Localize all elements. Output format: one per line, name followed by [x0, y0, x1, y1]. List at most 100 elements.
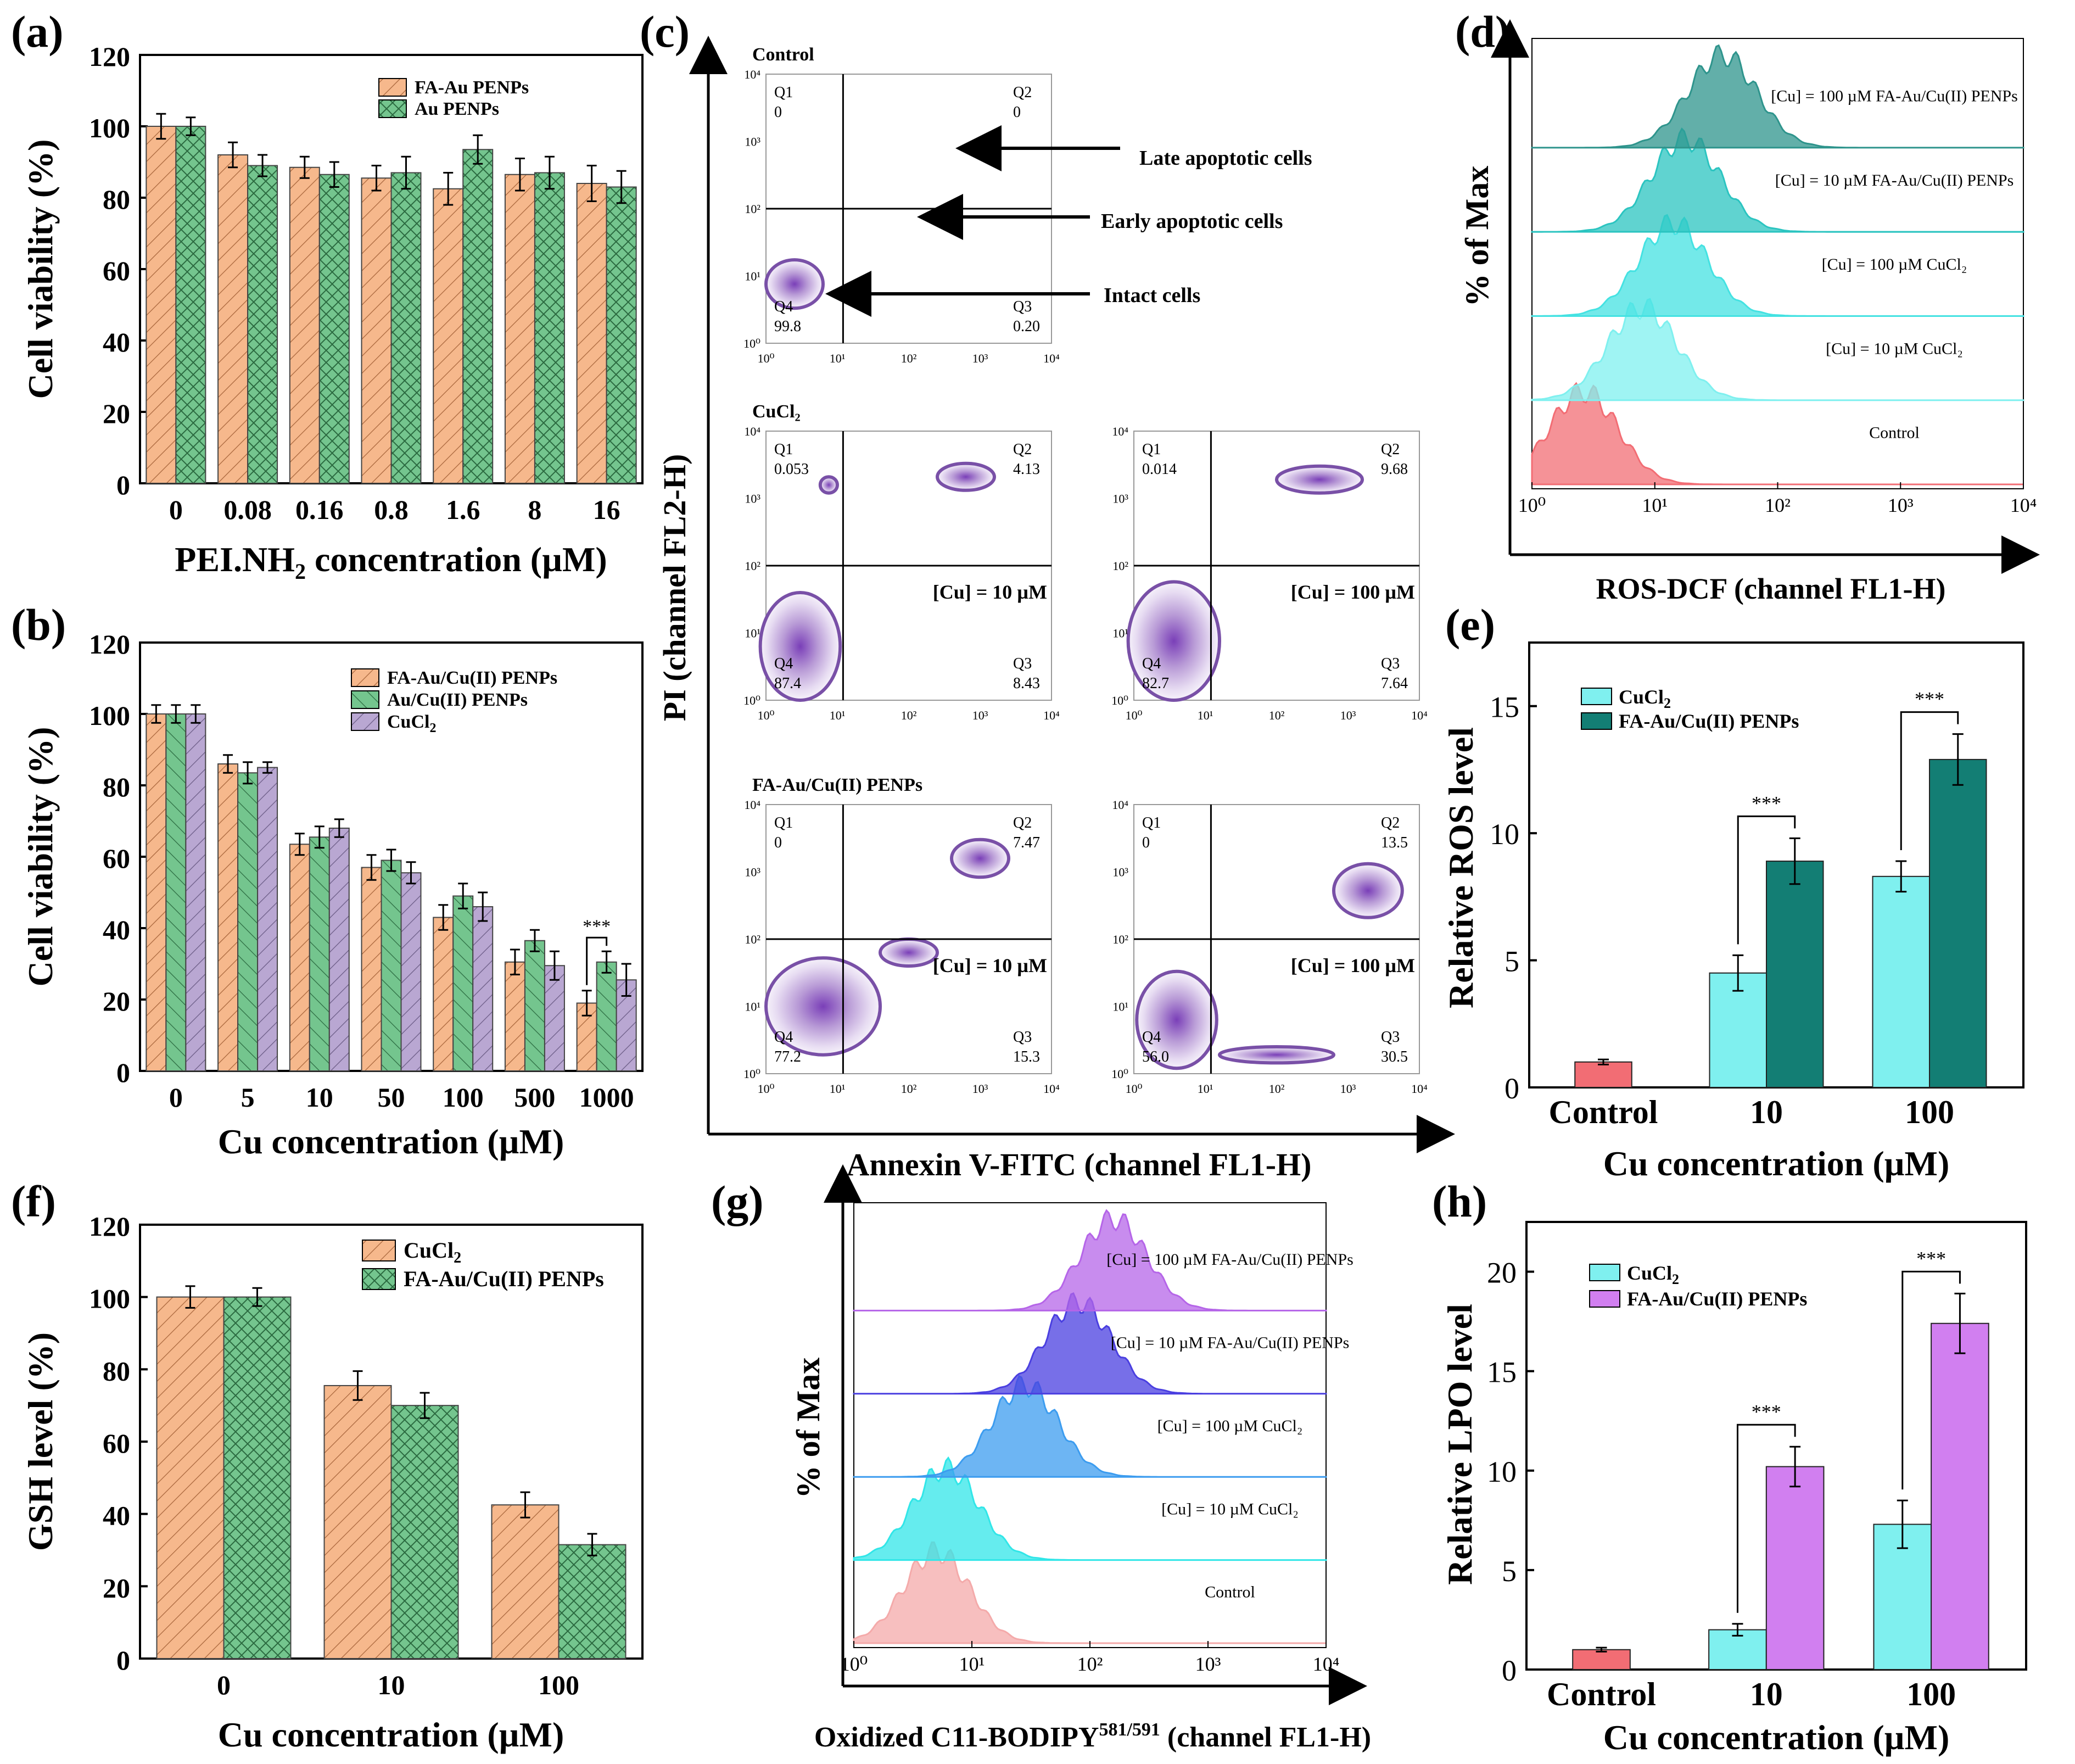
fc-q2-value: 13.5 [1381, 834, 1408, 851]
fc-y-tick: 10⁴ [744, 68, 760, 81]
y-tick-label: 20 [1487, 1257, 1517, 1289]
y-tick-label: 20 [103, 986, 130, 1017]
panel-c-xlabel: Annexin V-FITC (channel FL1-H) [847, 1147, 1312, 1182]
fc-q4-value: 87.4 [774, 675, 801, 692]
bar-cucl2-100 [491, 1504, 560, 1659]
fc-density-contour [1218, 1045, 1335, 1065]
legend-label-fa-penps-e: FA-Au/Cu(II) PENPs [1619, 710, 1799, 732]
fc-q4-label: Q4 [1142, 1029, 1161, 1046]
trace-label: [Cu] = 10 µM CuCl₂ [1161, 1500, 1299, 1518]
fc-q1-label: Q1 [774, 441, 793, 458]
y-tick-label: 10 [1487, 1455, 1517, 1488]
fc-y-tick: 10⁰ [1111, 694, 1128, 707]
fc-density-contour [1275, 464, 1364, 495]
panel-e-xlabel: Cu concentration (µM) [1603, 1144, 1950, 1183]
bar-au-penps-0-8 [390, 172, 422, 484]
x-tick-label: Control [1547, 1676, 1656, 1712]
x-tick-label: 1000 [579, 1082, 634, 1113]
fc-x-tick: 10⁴ [1411, 1082, 1428, 1096]
fc-x-tick: 10¹ [1198, 1082, 1213, 1096]
fc-density-contour [1126, 580, 1222, 702]
significance-bracket [1901, 1270, 1961, 1490]
bar-control [1574, 1061, 1632, 1088]
panel-g-lpo-histogram: (g) Control [Cu] = 10 µM CuCl₂ [Cu] = 100 … [711, 1164, 1371, 1753]
bar-fa-au-penps-0-08 [217, 154, 249, 484]
panel-f-y-ticks: 0 20 40 60 80 100 120 [89, 1211, 148, 1676]
legend-swatch-au-cu-penps [351, 690, 379, 709]
x-tick-label: 10² [1765, 494, 1791, 516]
legend-label-fa-au-cu-penps-f: FA-Au/Cu(II) PENPs [404, 1266, 604, 1291]
panel-e-bars: *** *** [1574, 688, 1987, 1088]
bar-au-cu-ii-penps-500 [524, 940, 545, 1071]
fc-density-contour [818, 475, 840, 495]
fc-y-tick: 10¹ [1112, 627, 1128, 640]
panel-b-cell-viability-chart: (b) 0 20 40 60 80 100 120 *** 0 5 10 50 100 500 1000… [11, 600, 644, 1161]
panel-f-xlabel: Cu concentration (µM) [218, 1715, 564, 1754]
fc-y-tick: 10³ [745, 135, 760, 149]
panel-b-x-ticks: 0 5 10 50 100 500 1000 [169, 1082, 634, 1113]
fc-q1-value: 0 [774, 834, 782, 851]
fc-x-tick: 10⁴ [1043, 1082, 1060, 1096]
fc-plot-4: Q1 0 Q2 7.47 Q3 15.3 Q4 77.2 [Cu] = 10 µM FA-Au/C… [743, 775, 1060, 1096]
panel-e-legend: CuCl2 FA-Au/Cu(II) PENPs [1581, 686, 1799, 732]
x-tick-label: 100 [1906, 1676, 1956, 1712]
panel-b-y-ticks: 0 20 40 60 80 100 120 [89, 629, 148, 1088]
fc-q3-value: 7.64 [1381, 675, 1408, 692]
fc-x-tick: 10² [901, 351, 917, 365]
panel-e-letter: (e) [1445, 600, 1495, 650]
fc-x-tick: 10³ [972, 1082, 988, 1096]
fc-q3-label: Q3 [1013, 1029, 1032, 1046]
fc-q4-label: Q4 [1142, 655, 1161, 672]
bar-fa-au-cu-ii-penps-10 [390, 1405, 459, 1660]
fc-q2-value: 0 [1013, 104, 1021, 121]
annotation-intact-cells: Intact cells [1104, 284, 1200, 307]
legend-swatch-fa-au-cu-penps-f [362, 1268, 396, 1290]
legend-swatch-cucl2-f [362, 1240, 396, 1261]
fc-y-tick: 10⁰ [1111, 1067, 1128, 1081]
legend-label-fa-au-penps: FA-Au PENPs [415, 77, 529, 98]
trace-label: [Cu] = 10 µM FA-Au/Cu(II) PENPs [1775, 171, 2014, 189]
y-tick-label: 40 [103, 327, 130, 358]
significance-label: *** [1752, 792, 1781, 814]
fc-x-tick: 10³ [1340, 708, 1356, 722]
fc-y-tick: 10⁴ [744, 798, 760, 812]
fc-plot-title: Control [752, 44, 814, 65]
y-tick-label: 120 [89, 41, 130, 72]
fc-x-tick: 10⁰ [1126, 1082, 1143, 1096]
fc-density-contour [758, 591, 842, 702]
x-tick-label: 10³ [1195, 1653, 1221, 1675]
significance-bracket [586, 936, 608, 985]
panel-c-plots: Q10Q20Q30.20Q499.8Control10⁰10⁰10¹10¹10²… [743, 44, 1428, 1096]
significance-bracket [1900, 711, 1959, 851]
y-tick-label: 5 [1504, 945, 1519, 978]
x-tick-label: 1.6 [446, 494, 480, 525]
fc-q4-label: Q4 [774, 1029, 793, 1046]
fc-q4-label: Q4 [774, 298, 793, 315]
y-tick-label: 100 [89, 700, 130, 731]
bar-control [1572, 1649, 1631, 1671]
bar-fa-au-penps-0-8 [361, 177, 392, 484]
fc-q4-value: 56.0 [1142, 1048, 1169, 1065]
trace-label: [Cu] = 100 µM FA-Au/Cu(II) PENPs [1106, 1251, 1353, 1269]
bar-cucl2-5 [257, 767, 278, 1071]
bar-au-penps-8 [534, 172, 565, 484]
legend-label-au-penps: Au PENPs [415, 99, 499, 119]
panel-b-ylabel: Cell viability (%) [21, 727, 60, 987]
fc-plot-3: Q1 0.014 Q2 9.68 Q3 7.64 Q4 82.7 [Cu] = 100 µM 10… [1111, 425, 1428, 722]
fc-q2-label: Q2 [1013, 84, 1032, 101]
fc-q3-label: Q3 [1013, 298, 1032, 315]
fc-y-tick: 10¹ [745, 627, 760, 640]
panel-h-legend: CuCl2 FA-Au/Cu(II) PENPs [1589, 1262, 1807, 1310]
x-tick-label: 10² [1077, 1653, 1103, 1675]
panel-a-bars [146, 113, 637, 484]
fc-plot-title: FA-Au/Cu(II) PENPs [752, 775, 922, 795]
legend-swatch-au-penps [378, 99, 407, 118]
x-tick-label: 10⁰ [1518, 494, 1546, 516]
x-tick-label: 100 [443, 1082, 484, 1113]
trace-label: [Cu] = 100 µM CuCl₂ [1157, 1417, 1303, 1435]
annotation-early-apoptotic: Early apoptotic cells [1101, 210, 1283, 233]
y-tick-label: 20 [103, 1572, 130, 1603]
bar-fa-au-cu-ii-penps-0 [223, 1296, 292, 1660]
x-tick-label: 10¹ [1642, 494, 1668, 516]
